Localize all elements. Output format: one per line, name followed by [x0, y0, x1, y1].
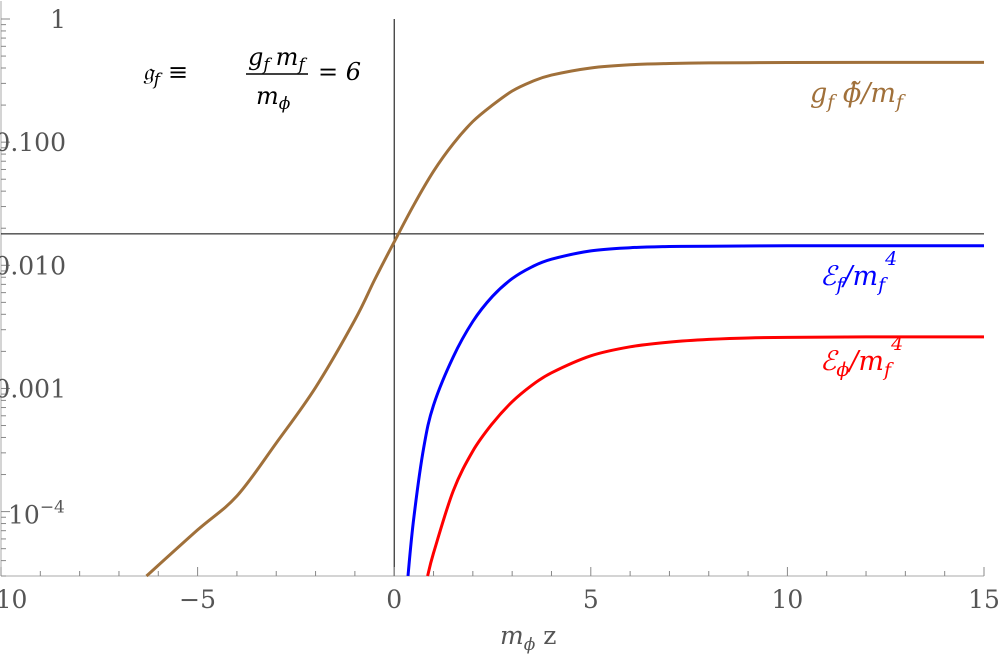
- x-axis-title: mϕ z: [500, 621, 556, 655]
- curve-phi: [145, 60, 984, 578]
- coupling-annotation: 𝔤f ≡ gf mf mϕ = 6: [143, 43, 361, 114]
- y-tick-label: 0.010: [0, 251, 66, 280]
- y-tick-label: 10−4: [8, 498, 65, 530]
- x-tick-label: 5: [583, 585, 599, 614]
- curve-label-phi: gf ϕ̃/mf: [810, 78, 906, 113]
- axis-ticks: [0, 18, 985, 577]
- y-tick-label: 0.100: [0, 128, 66, 157]
- annotation-rhs: = 6: [318, 58, 361, 86]
- annotation-denominator: mϕ: [256, 82, 291, 114]
- curve-ef: [406, 244, 984, 577]
- y-tick-label: 0.001: [0, 374, 66, 403]
- x-tick-label: 0: [386, 585, 402, 614]
- x-tick-label: −10: [0, 585, 27, 614]
- tick-labels: −10 −5 0 5 10 15 1 0.100 0.010 0.001 10−4: [0, 5, 1000, 614]
- x-tick-label: 10: [771, 585, 803, 614]
- annotation-lhs: 𝔤f ≡: [143, 58, 188, 90]
- curves: [145, 60, 984, 578]
- reference-lines: [1, 19, 984, 576]
- curve-label-ephi: ℰϕ/mf4: [820, 333, 903, 381]
- annotation-numerator: gf mf: [248, 43, 307, 75]
- y-tick-label: 1: [50, 5, 66, 34]
- x-tick-label: −5: [179, 585, 216, 614]
- x-tick-label: 15: [968, 585, 1000, 614]
- curve-label-ef: ℰf/mf4: [820, 248, 897, 296]
- curve-ephi: [426, 335, 984, 577]
